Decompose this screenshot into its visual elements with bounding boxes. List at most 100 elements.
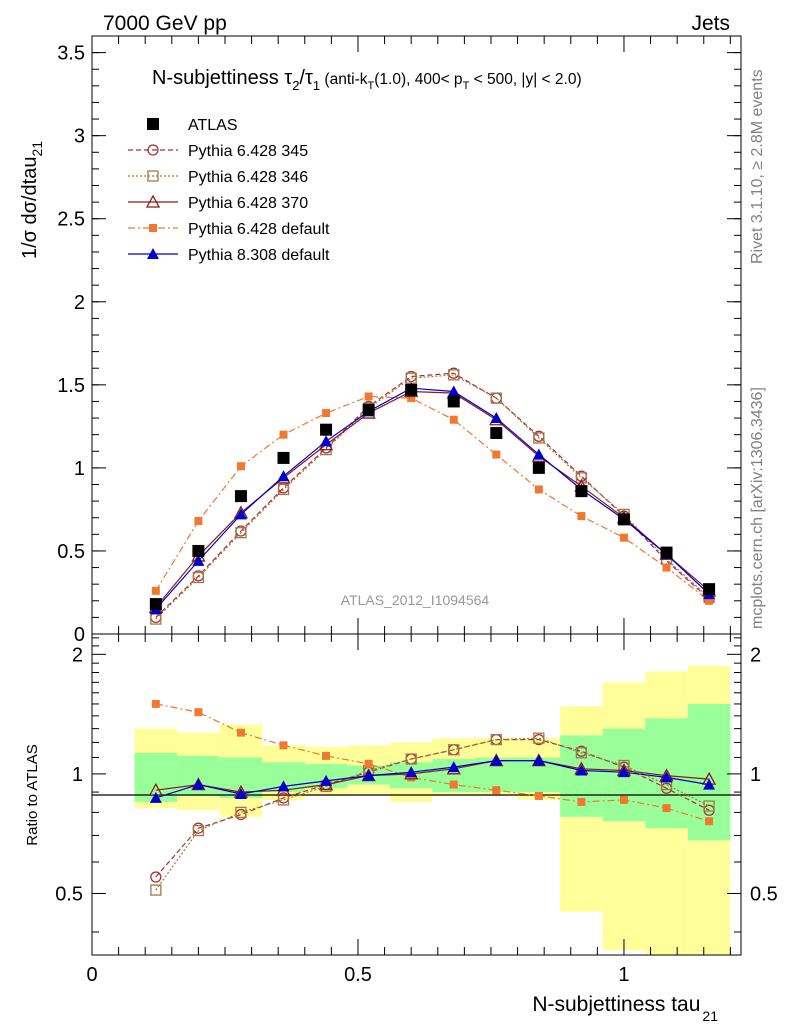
ratio-point xyxy=(151,699,160,708)
data-point xyxy=(490,427,503,440)
legend-marker xyxy=(149,224,157,232)
data-point xyxy=(236,462,245,471)
ratio-point xyxy=(705,817,714,826)
ratio-point xyxy=(449,780,458,789)
chart-title: N-subjettiness τ2/τ1 (anti-kT(1.0), 400<… xyxy=(152,67,582,93)
ratio-point xyxy=(192,824,205,837)
x-axis-label: N-subjettiness tau 21 xyxy=(532,993,718,1024)
data-point xyxy=(192,554,205,566)
ratio-y-tick-label: 2 xyxy=(750,644,761,666)
rivet-label: Rivet 3.1.10, ≥ 2.8M events xyxy=(749,69,766,264)
data-point xyxy=(277,470,290,482)
data-point xyxy=(490,412,503,424)
ratio-point xyxy=(448,744,460,756)
data-point xyxy=(149,598,162,611)
y-tick-label: 2 xyxy=(74,292,85,314)
ratio-point xyxy=(322,751,331,760)
y-axis-label: 1/σ dσ/dtau21 xyxy=(19,141,45,259)
data-point xyxy=(151,586,160,595)
legend-item: ATLAS xyxy=(147,117,238,134)
legend-label: ATLAS xyxy=(188,117,238,134)
data-point xyxy=(320,423,333,436)
ratio-series-5 xyxy=(149,754,716,803)
data-point xyxy=(617,513,630,526)
ratio-point xyxy=(277,780,290,792)
data-point xyxy=(279,430,288,439)
legend-item: Pythia 6.428 370 xyxy=(128,194,308,212)
ratio-point xyxy=(490,733,502,746)
ratio-y-tick-label: 0.5 xyxy=(55,883,83,905)
legend-label: Pythia 8.308 default xyxy=(188,247,330,264)
data-point xyxy=(234,508,247,520)
ratio-point xyxy=(660,771,673,783)
data-point xyxy=(532,448,545,460)
legend-marker xyxy=(147,170,159,182)
data-point xyxy=(490,392,502,404)
ratio-point xyxy=(150,884,162,896)
ratio-y-tick-label: 1 xyxy=(750,764,761,786)
ratio-point xyxy=(617,766,630,778)
ratio-point xyxy=(619,795,628,804)
legend-item: Pythia 6.428 345 xyxy=(128,143,308,160)
legend-marker xyxy=(147,144,159,156)
data-point xyxy=(362,403,375,416)
ratio-point xyxy=(236,728,245,737)
data-point xyxy=(277,451,290,464)
data-point xyxy=(277,483,290,496)
data-point xyxy=(703,583,716,596)
ratio-point xyxy=(364,759,373,768)
ratio-point xyxy=(575,764,588,776)
legend-item: Pythia 6.428 default xyxy=(128,221,330,238)
legend-label: Pythia 6.428 default xyxy=(188,221,330,238)
energy-header: 7000 GeV pp xyxy=(103,12,227,35)
series-mc-5 xyxy=(149,382,716,615)
ratio-point xyxy=(234,787,247,799)
analysis-label: ATLAS_2012_I1094564 xyxy=(341,592,490,608)
ratio-y-tick-label: 2 xyxy=(72,644,83,666)
series-line xyxy=(155,395,710,602)
ratio-point xyxy=(492,786,501,795)
ratio-point xyxy=(150,871,162,883)
y-tick-label: 1.5 xyxy=(57,375,85,397)
y-tick-label: 1 xyxy=(74,458,85,480)
ratio-point xyxy=(703,778,716,790)
data-point xyxy=(407,394,416,403)
ratio-point xyxy=(194,708,203,717)
y-tick-label: 2.5 xyxy=(57,209,85,231)
y-tick-label: 3.5 xyxy=(57,43,85,65)
ratio-axis-ticks: 0.5 0.5 1 1 2 2 0 0.5 1 xyxy=(55,634,778,986)
series-line xyxy=(155,372,710,618)
ratio-point xyxy=(533,732,545,744)
data-point xyxy=(322,409,331,418)
ratio-line xyxy=(155,738,710,878)
legend: ATLAS Pythia 6.428 345 Pythia 6.428 346 Pyt… xyxy=(128,117,330,264)
ratio-point xyxy=(662,804,671,813)
ratio-point xyxy=(534,791,543,800)
ratio-point xyxy=(192,778,205,790)
ratio-point xyxy=(447,761,460,773)
series-line xyxy=(155,374,710,620)
legend-marker xyxy=(145,194,161,208)
data-point xyxy=(532,461,545,474)
ratio-line xyxy=(155,759,710,793)
ratio-uncertainty-bands xyxy=(134,665,731,955)
data-point xyxy=(192,571,205,584)
data-point xyxy=(448,369,460,381)
series-mc-4 xyxy=(151,392,714,605)
series-mc-3 xyxy=(148,384,717,614)
data-point xyxy=(447,395,460,408)
data-point xyxy=(194,517,203,526)
x-tick-label: 0 xyxy=(86,964,97,986)
legend-marker xyxy=(147,118,159,130)
data-point xyxy=(447,385,460,397)
ratio-line xyxy=(155,737,710,891)
data-point xyxy=(533,432,545,444)
data-point xyxy=(619,533,628,542)
process-header: Jets xyxy=(691,12,730,35)
mcplots-label: mcplots.cern.ch [arXiv:1306.3436] xyxy=(749,387,766,629)
ratio-point xyxy=(490,754,503,766)
data-point xyxy=(705,596,714,605)
ratio-point xyxy=(575,747,588,759)
ratio-line xyxy=(155,759,710,799)
